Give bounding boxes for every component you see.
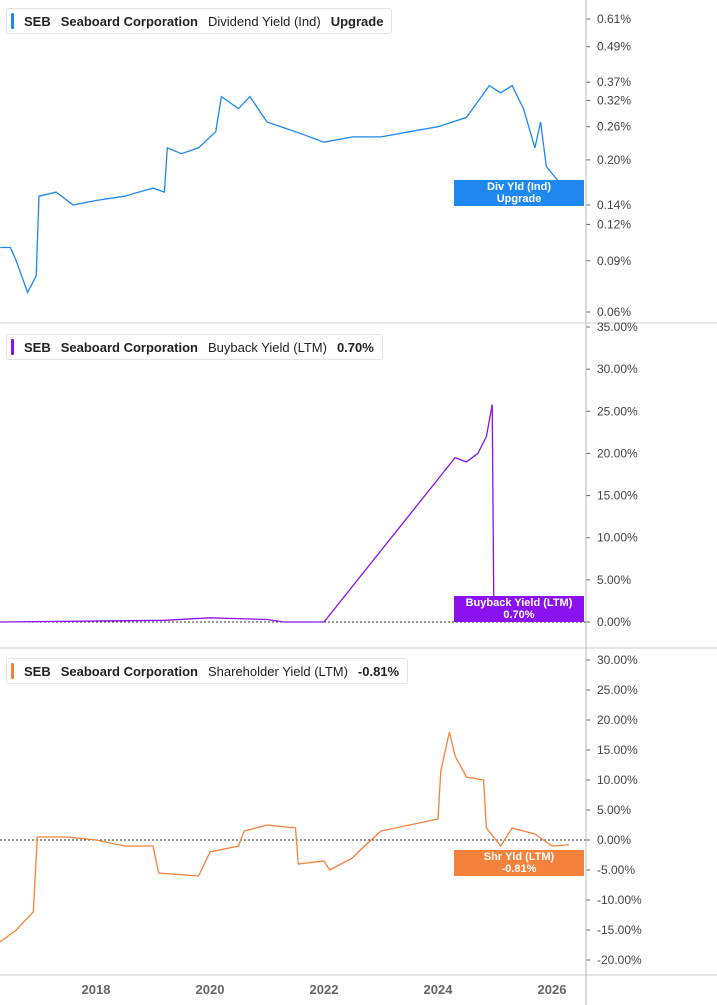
y-tick-label: 20.00% bbox=[597, 713, 638, 727]
legend-company: Seaboard Corporation bbox=[60, 13, 198, 29]
y-tick-label: 0.09% bbox=[597, 254, 631, 268]
y-tick-label: 25.00% bbox=[597, 683, 638, 697]
legend-metric: Shareholder Yield (LTM) bbox=[207, 663, 348, 679]
y-tick-label: 0.00% bbox=[597, 615, 631, 629]
y-tick-label: 5.00% bbox=[597, 803, 631, 817]
y-tick-label: 0.14% bbox=[597, 198, 631, 212]
y-tick-label: 0.26% bbox=[597, 120, 631, 134]
series-line bbox=[0, 731, 570, 943]
y-tick-label: 5.00% bbox=[597, 573, 631, 587]
legend-buyback: SEB Seaboard Corporation Buyback Yield (LT… bbox=[6, 334, 383, 360]
y-tick-label: 10.00% bbox=[597, 531, 638, 545]
y-tick-label: 30.00% bbox=[597, 653, 638, 667]
y-tick-label: 30.00% bbox=[597, 362, 638, 376]
y-tick-label: 10.00% bbox=[597, 773, 638, 787]
legend-ticker: SEB bbox=[24, 13, 51, 29]
y-tick-label: 0.61% bbox=[597, 12, 631, 26]
y-tick-label: 0.00% bbox=[597, 833, 631, 847]
tag-line: Shr Yld (LTM) bbox=[483, 851, 555, 863]
value-tag-buyback: Buyback Yield (LTM) 0.70% bbox=[454, 596, 584, 622]
y-tick-label: -5.00% bbox=[597, 863, 635, 877]
legend-value: -0.81% bbox=[357, 663, 400, 679]
legend-dividend: SEB Seaboard Corporation Dividend Yield (I… bbox=[6, 8, 393, 34]
series-line bbox=[0, 404, 570, 623]
y-tick-label: 15.00% bbox=[597, 489, 638, 503]
x-tick-label: 2022 bbox=[310, 982, 339, 997]
y-tick-label: 20.00% bbox=[597, 446, 638, 460]
legend-metric: Buyback Yield (LTM) bbox=[207, 339, 327, 355]
x-tick-label: 2018 bbox=[82, 982, 111, 997]
legend-color bbox=[11, 13, 14, 29]
x-tick-label: 2020 bbox=[196, 982, 225, 997]
y-tick-label: 0.12% bbox=[597, 217, 631, 231]
y-tick-label: 35.00% bbox=[597, 320, 638, 334]
y-tick-label: -15.00% bbox=[597, 923, 642, 937]
y-tick-label: 0.32% bbox=[597, 94, 631, 108]
y-tick-label: 15.00% bbox=[597, 743, 638, 757]
legend-metric: Dividend Yield (Ind) bbox=[207, 13, 321, 29]
legend-ticker: SEB bbox=[24, 663, 51, 679]
series-line bbox=[0, 84, 570, 295]
legend-color bbox=[11, 339, 14, 355]
legend-company: Seaboard Corporation bbox=[60, 663, 198, 679]
y-tick-label: 0.49% bbox=[597, 40, 631, 54]
legend-value[interactable]: Upgrade bbox=[330, 13, 384, 29]
tag-line: 0.70% bbox=[503, 609, 535, 621]
x-tick-label: 2026 bbox=[538, 982, 567, 997]
y-tick-label: 0.37% bbox=[597, 75, 631, 89]
y-tick-label: 0.20% bbox=[597, 153, 631, 167]
legend-value: 0.70% bbox=[336, 339, 374, 355]
tag-line: Div Yld (Ind) bbox=[487, 181, 551, 193]
y-tick-label: 0.06% bbox=[597, 305, 631, 319]
tag-line: -0.81% bbox=[501, 863, 537, 875]
tag-line: Buyback Yield (LTM) bbox=[465, 597, 573, 609]
legend-shareholder: SEB Seaboard Corporation Shareholder Yield… bbox=[6, 658, 409, 684]
y-tick-label: -20.00% bbox=[597, 953, 642, 967]
legend-color bbox=[11, 663, 14, 679]
tag-line: Upgrade bbox=[496, 193, 542, 205]
value-tag-shareholder: Shr Yld (LTM) -0.81% bbox=[454, 850, 584, 876]
legend-company: Seaboard Corporation bbox=[60, 339, 198, 355]
x-tick-label: 2024 bbox=[424, 982, 454, 997]
legend-ticker: SEB bbox=[24, 339, 51, 355]
y-tick-label: -10.00% bbox=[597, 893, 642, 907]
value-tag-dividend: Div Yld (Ind) Upgrade bbox=[454, 180, 584, 206]
y-tick-label: 25.00% bbox=[597, 404, 638, 418]
